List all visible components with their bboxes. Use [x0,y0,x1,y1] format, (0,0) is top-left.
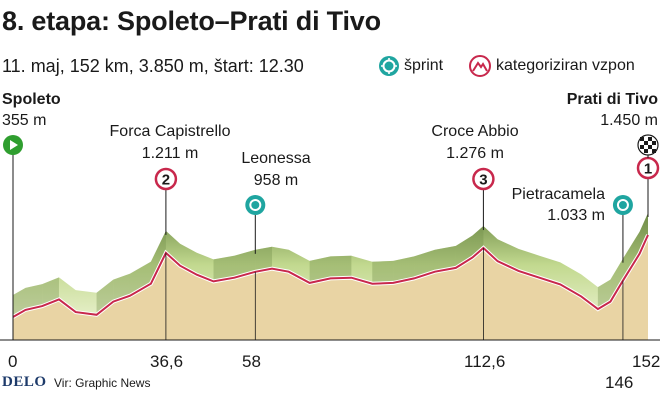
start-marker [3,135,23,155]
climb-category-number: 3 [479,172,487,189]
forca-name: Forca Capistrello [109,123,231,140]
legend-sprint-label: šprint [404,57,444,74]
slope-shade [150,230,166,284]
slope-shade [309,256,331,283]
forca-elevation: 1.211 m [141,145,199,162]
slope-shade [330,255,352,279]
legend-climb-label: kategoriziran vzpon [496,57,635,74]
checker-square [652,141,656,145]
sprint-marker [612,195,633,215]
pietra-name: Pietracamela [511,186,605,203]
finish-elevation: 1.450 m [600,112,658,129]
km-label-0: 0 [8,352,18,371]
brand-logo: DELO [2,374,47,390]
sprint-icon-ring [249,199,262,211]
play-icon [10,140,18,150]
km-label-112: 112,6 [464,352,506,371]
km-label-146: 146 [605,373,634,392]
climb-category-icon [472,167,495,191]
slope-shade [213,255,235,282]
terrain-slope [13,213,648,317]
checker-square [644,149,648,153]
sprint-icon [245,195,266,215]
croce-name: Croce Abbio [431,123,519,140]
pietra-elevation: 1.033 m [547,207,605,224]
slope-shade [610,258,623,302]
km-label-152: 152 [632,352,660,371]
slope-shade [25,284,43,310]
slope-shade [113,273,130,302]
sprint-marker [245,195,266,215]
checker-square [644,141,648,145]
terrain-area [13,235,648,340]
checker-square [640,137,644,141]
climb-category-icon [154,167,178,191]
start-elevation: 355 m [2,112,47,129]
checker-square [648,137,652,141]
slope-shade [434,245,456,272]
slope-shade [129,261,151,296]
start-name: Spoleto [2,91,61,108]
leonessa-elevation: 958 m [253,172,299,189]
slope-shade [393,256,415,283]
climb-marker: 2 [154,167,178,191]
sprint-icon-ring [616,199,629,211]
climb-category-number: 1 [644,161,652,178]
slope-shade [255,246,273,272]
km-label-36: 36,6 [150,352,184,371]
sprint-icon [612,195,633,215]
climb-icon [469,55,491,77]
finish-name: Prati di Tivo [566,91,658,108]
sprint-icon [379,56,399,76]
croce-elevation: 1.276 m [446,145,504,162]
slope-shade [96,279,114,315]
slope-shade [414,249,435,279]
page-title: 8. etapa: Spoleto–Prati di Tivo [2,6,381,36]
stage-subtitle: 11. maj, 152 km, 3.850 m, štart: 12.30 [2,56,304,76]
route-line [12,234,649,318]
climb-marker: 3 [472,167,495,191]
climb-category-number: 2 [162,172,170,189]
slope-shade [234,249,256,278]
leonessa-name: Leonessa [241,150,311,167]
finish-marker: 1 [636,134,660,180]
source-credit: Vir: Graphic News [54,376,151,390]
checker-square [648,145,652,149]
slope-shade [639,213,648,254]
checker-square [640,145,644,149]
checker-square [652,149,656,153]
slope-shade [622,231,640,281]
km-label-58: 58 [242,352,261,371]
slope-shade [372,260,394,284]
